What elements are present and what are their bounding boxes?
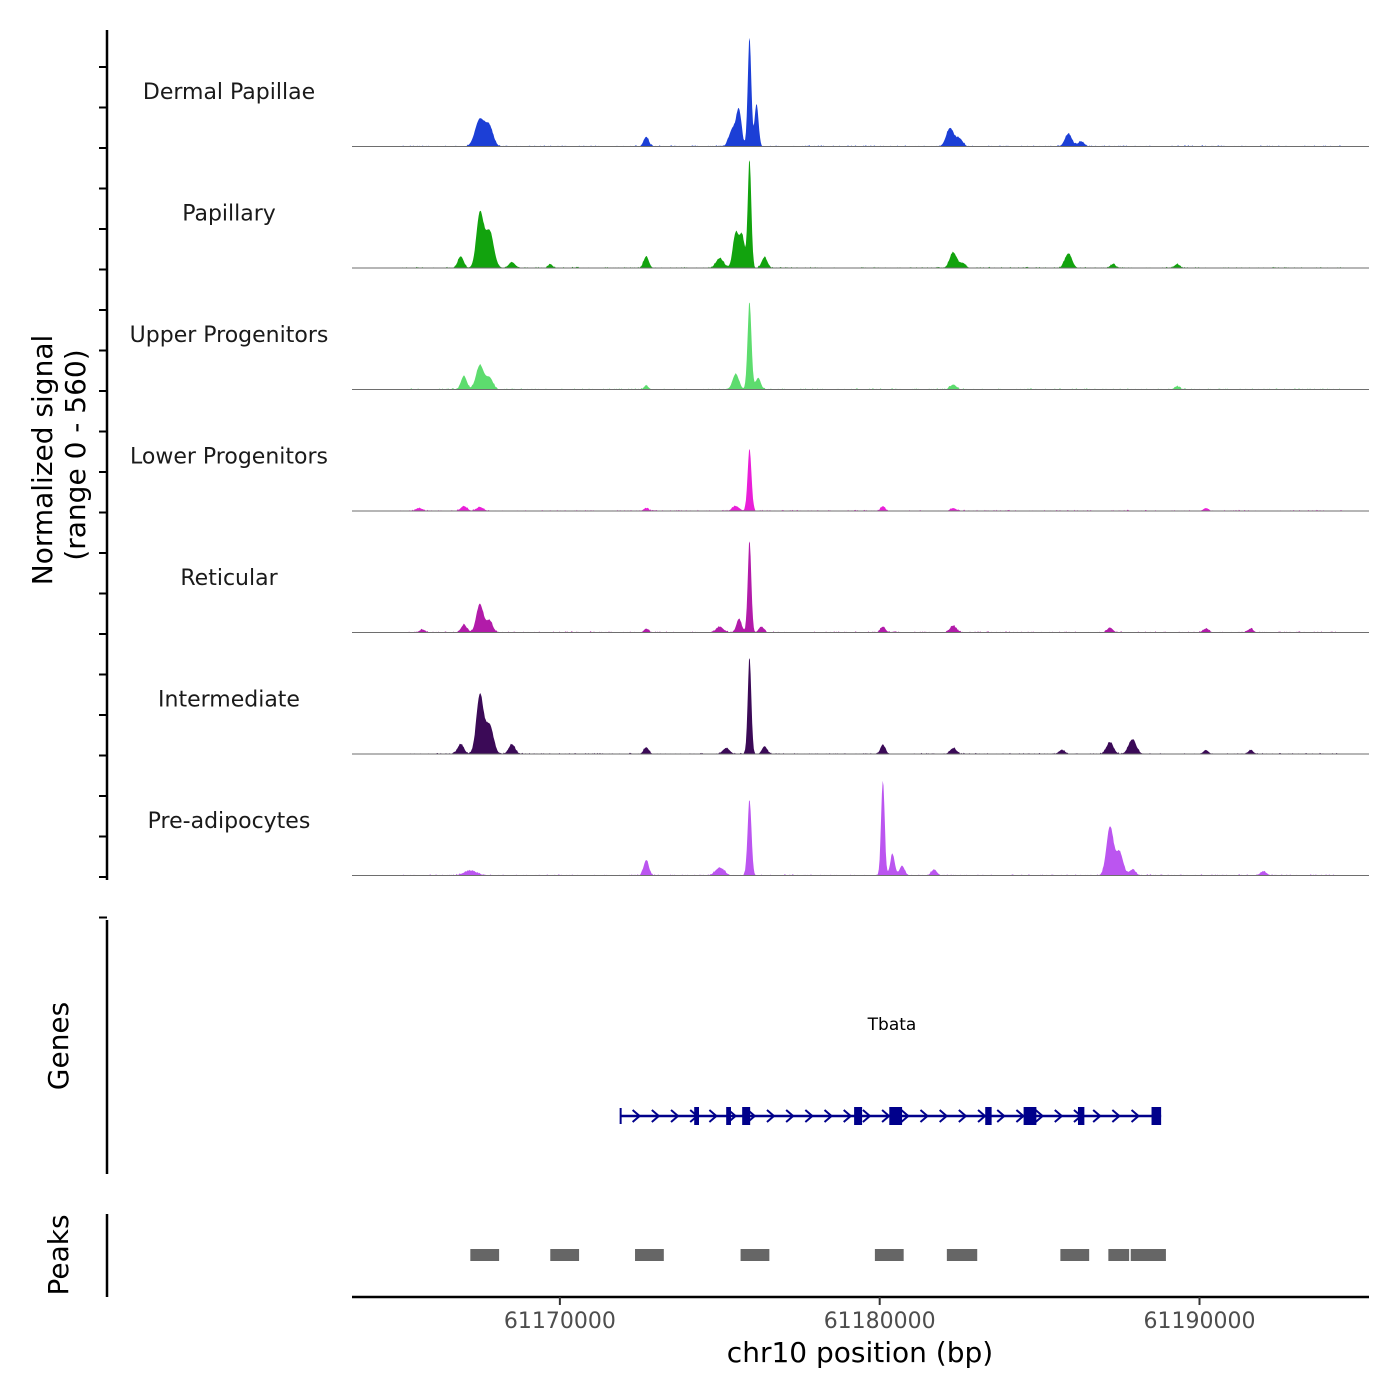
genes-panel-title: Genes xyxy=(42,1002,75,1090)
coverage-track-label: Lower Progenitors xyxy=(130,445,328,470)
peak-region xyxy=(946,1249,978,1261)
x-axis-title: chr10 position (bp) xyxy=(727,1336,993,1369)
coverage-signal-area xyxy=(400,780,1344,876)
gene-strand-arrow xyxy=(1092,1109,1102,1123)
peak-region xyxy=(1130,1249,1166,1261)
coverage-track: Dermal Papillae xyxy=(143,37,1369,147)
x-axis-tick-label: 61180000 xyxy=(824,1309,936,1334)
gene-name-label: Tbata xyxy=(867,1015,917,1035)
gene-strand-arrow xyxy=(766,1109,776,1123)
gene-strand-arrow xyxy=(1034,1109,1045,1123)
gene-strand-arrow xyxy=(804,1109,814,1123)
gene-exon xyxy=(726,1107,731,1125)
coverage-track-label: Dermal Papillae xyxy=(143,80,315,105)
peaks-panel-title: Peaks xyxy=(42,1214,75,1295)
gene-exon xyxy=(1077,1107,1085,1125)
y-axis-title: Normalized signal (range 0 - 560) xyxy=(26,335,92,586)
coverage-track: Lower Progenitors xyxy=(130,445,1369,512)
gene-strand-arrow xyxy=(631,1109,642,1123)
coverage-signal-area xyxy=(400,658,1344,754)
gene-strand-arrow xyxy=(977,1109,987,1123)
gene-strand-arrow xyxy=(996,1109,1006,1123)
peak-region xyxy=(740,1249,770,1261)
peaks-panel: Peaks xyxy=(42,1214,1166,1297)
genes-panel: Genes Tbata xyxy=(42,920,1162,1174)
gene-strand-arrow xyxy=(1130,1109,1141,1123)
gene-strand-arrow xyxy=(919,1109,929,1123)
peak-region xyxy=(1108,1249,1130,1261)
coverage-track-label: Upper Progenitors xyxy=(130,323,329,348)
gene-exon xyxy=(854,1107,863,1125)
coverage-track: Papillary xyxy=(182,160,1369,269)
coverage-y-axis-ticks xyxy=(99,66,107,919)
gene-strand-arrow xyxy=(670,1109,680,1123)
gene-exon xyxy=(742,1107,751,1125)
x-axis: 61170000 61180000 61190000 chr10 position … xyxy=(352,1295,1369,1369)
gene-strand-arrow xyxy=(939,1109,949,1123)
gene-strand-arrow xyxy=(900,1109,910,1123)
coverage-track: Reticular xyxy=(180,541,1369,633)
coverage-signal-area xyxy=(400,160,1344,268)
coverage-track-label: Pre-adipocytes xyxy=(148,809,311,834)
coverage-track: Upper Progenitors xyxy=(130,302,1369,390)
gene-strand-arrow xyxy=(862,1109,872,1123)
gene-strand-arrow xyxy=(651,1109,661,1123)
peak-region xyxy=(470,1249,500,1261)
gene-model xyxy=(619,1107,1162,1125)
peak-region xyxy=(874,1249,904,1261)
gene-exon xyxy=(985,1107,992,1125)
gene-strand-arrow xyxy=(958,1109,968,1123)
coverage-track: Pre-adipocytes xyxy=(148,780,1369,876)
gene-exon xyxy=(889,1107,903,1125)
gene-strand-arrow xyxy=(843,1109,853,1123)
gene-exon xyxy=(1023,1107,1037,1125)
gene-strand-arrow xyxy=(881,1109,891,1123)
y-axis-title-line1: Normalized signal xyxy=(26,335,59,586)
peak-region xyxy=(1060,1249,1090,1261)
x-axis-ticks: 61170000 61180000 61190000 xyxy=(504,1297,1256,1334)
gene-exon xyxy=(1151,1107,1162,1125)
coverage-track-label: Intermediate xyxy=(158,688,300,713)
peak-regions xyxy=(470,1249,1166,1261)
gene-exon xyxy=(694,1107,699,1125)
gene-strand-arrow xyxy=(785,1109,795,1123)
gene-strand-arrow xyxy=(1015,1109,1025,1123)
gene-strand-arrow xyxy=(1054,1109,1064,1123)
peak-region xyxy=(550,1249,580,1261)
gene-strand-arrow xyxy=(708,1109,718,1123)
peak-region xyxy=(635,1249,664,1261)
coverage-tracks: Dermal Papillae Papillary Upper Progenitor… xyxy=(130,37,1369,876)
gene-strand-arrow xyxy=(823,1109,834,1123)
x-axis-tick-label: 61170000 xyxy=(504,1309,616,1334)
coverage-track: Intermediate xyxy=(158,658,1369,755)
coverage-track-label: Papillary xyxy=(182,202,276,227)
coverage-track-label: Reticular xyxy=(180,566,278,591)
y-axis-title-line2: (range 0 - 560) xyxy=(59,349,92,560)
gene-strand-arrow xyxy=(1111,1109,1121,1123)
x-axis-tick-label: 61190000 xyxy=(1144,1309,1256,1334)
